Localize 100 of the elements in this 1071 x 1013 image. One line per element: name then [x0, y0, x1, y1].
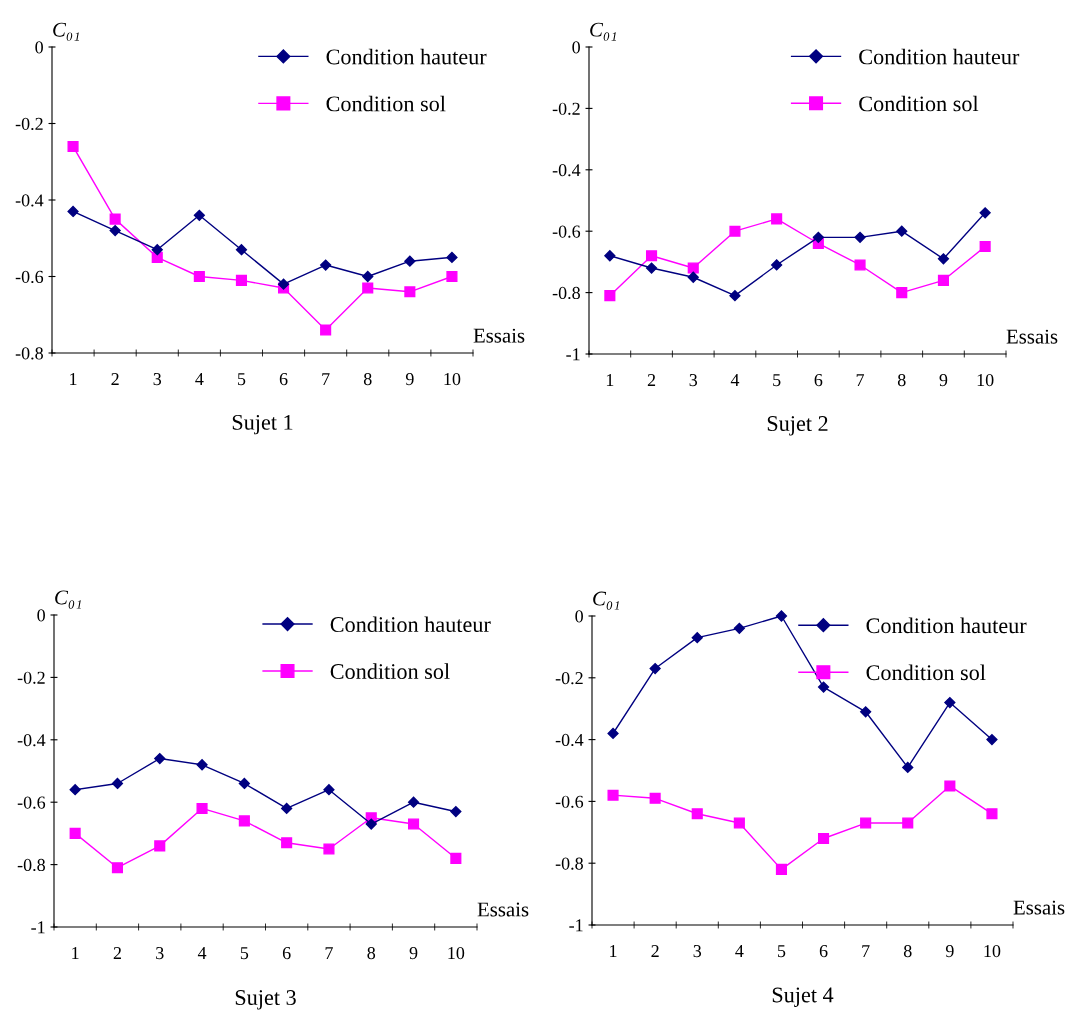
- point: [362, 282, 374, 294]
- y-tick-label: 0: [35, 41, 43, 54]
- y-axis-title: C₀₁: [593, 591, 620, 610]
- point: [196, 759, 208, 771]
- point: [986, 733, 998, 746]
- point: [281, 802, 293, 815]
- point: [733, 817, 745, 829]
- x-tick-label: 10: [984, 944, 1001, 958]
- x-tick-label: 6: [814, 374, 823, 387]
- x-tick-label: 10: [977, 373, 994, 387]
- x-tick-label: 4: [735, 945, 744, 957]
- x-tick-label: 7: [322, 373, 330, 385]
- point: [944, 780, 956, 792]
- point: [729, 225, 741, 237]
- point: [607, 727, 619, 740]
- point: [407, 818, 420, 830]
- y-tick-label: -0.4: [555, 733, 584, 747]
- point: [687, 271, 699, 283]
- point: [281, 837, 293, 849]
- point: [860, 817, 872, 829]
- y-tick-label: -0.6: [15, 270, 44, 284]
- point: [235, 244, 248, 256]
- point: [196, 802, 208, 814]
- point: [404, 286, 416, 298]
- y-tick-label: 0: [572, 41, 580, 54]
- point: [812, 231, 824, 243]
- point: [407, 796, 420, 808]
- point: [733, 622, 745, 634]
- point: [771, 259, 783, 271]
- x-tick-label: 4: [730, 374, 740, 386]
- legend-label: Condition hauteur: [866, 617, 1027, 634]
- y-tick-label: -0.6: [552, 225, 581, 238]
- point: [687, 262, 699, 274]
- point: [67, 205, 79, 218]
- x-tick-label: 10: [448, 946, 465, 960]
- y-tick-label: 0: [575, 610, 583, 623]
- y-tick-label: -1: [566, 348, 580, 361]
- x-tick-label: 6: [819, 945, 828, 958]
- point: [729, 290, 741, 302]
- point: [238, 777, 250, 790]
- point: [277, 278, 290, 290]
- point: [649, 792, 661, 804]
- x-tick-label: 8: [363, 372, 372, 386]
- point: [154, 752, 166, 765]
- x-axis-title: Essais: [473, 328, 525, 343]
- y-tick-label: -0.2: [17, 671, 45, 684]
- y-tick-label: -0.4: [17, 734, 46, 747]
- point: [67, 140, 79, 153]
- y-axis-title: C₀₁: [53, 22, 80, 41]
- y-tick-label: -0.2: [552, 102, 580, 115]
- y-tick-label: -1: [31, 921, 45, 934]
- point: [937, 253, 950, 265]
- y-tick-label: -0.8: [552, 286, 580, 300]
- x-tick-label: 3: [156, 947, 164, 960]
- point: [944, 696, 956, 709]
- point: [902, 761, 914, 774]
- legend-label: Condition hauteur: [859, 48, 1020, 65]
- point: [937, 274, 950, 286]
- legend-label: Condition hauteur: [330, 616, 491, 633]
- y-tick-label: -0.2: [555, 672, 583, 685]
- y-tick-label: -0.6: [555, 795, 584, 808]
- x-tick-label: 1: [72, 947, 79, 959]
- point: [450, 805, 462, 818]
- y-tick-label: -0.8: [15, 347, 43, 360]
- point: [320, 324, 332, 336]
- point: [902, 817, 914, 829]
- point: [649, 662, 661, 675]
- x-tick-label: 4: [195, 373, 204, 385]
- legend-label: Condition sol: [330, 663, 450, 680]
- legend-label: Condition sol: [326, 95, 446, 112]
- y-axis-title: C₀₁: [55, 590, 82, 609]
- point: [645, 250, 658, 262]
- point: [645, 262, 658, 274]
- point: [604, 250, 616, 262]
- x-tick-label: 1: [70, 373, 77, 385]
- point: [154, 840, 166, 852]
- point: [69, 784, 81, 796]
- x-tick-label: 5: [237, 373, 246, 386]
- point: [193, 209, 205, 221]
- point: [896, 225, 908, 237]
- point: [771, 213, 783, 225]
- point: [111, 862, 124, 874]
- text: Sujet 1: [232, 414, 293, 435]
- x-tick-label: 4: [197, 947, 207, 959]
- point: [320, 259, 332, 271]
- point: [604, 290, 616, 302]
- point: [691, 632, 703, 644]
- x-axis-title: Essais: [477, 902, 529, 917]
- point: [817, 681, 830, 693]
- y-tick-label: -0.8: [17, 858, 45, 872]
- y-tick-label: -0.4: [552, 164, 581, 177]
- x-tick-label: 9: [405, 373, 414, 386]
- point: [111, 777, 124, 790]
- point: [323, 843, 335, 855]
- point: [775, 863, 788, 875]
- point: [446, 251, 458, 263]
- point: [362, 270, 374, 283]
- point: [986, 808, 998, 820]
- legend-label: Condition hauteur: [326, 48, 487, 65]
- point: [979, 207, 991, 219]
